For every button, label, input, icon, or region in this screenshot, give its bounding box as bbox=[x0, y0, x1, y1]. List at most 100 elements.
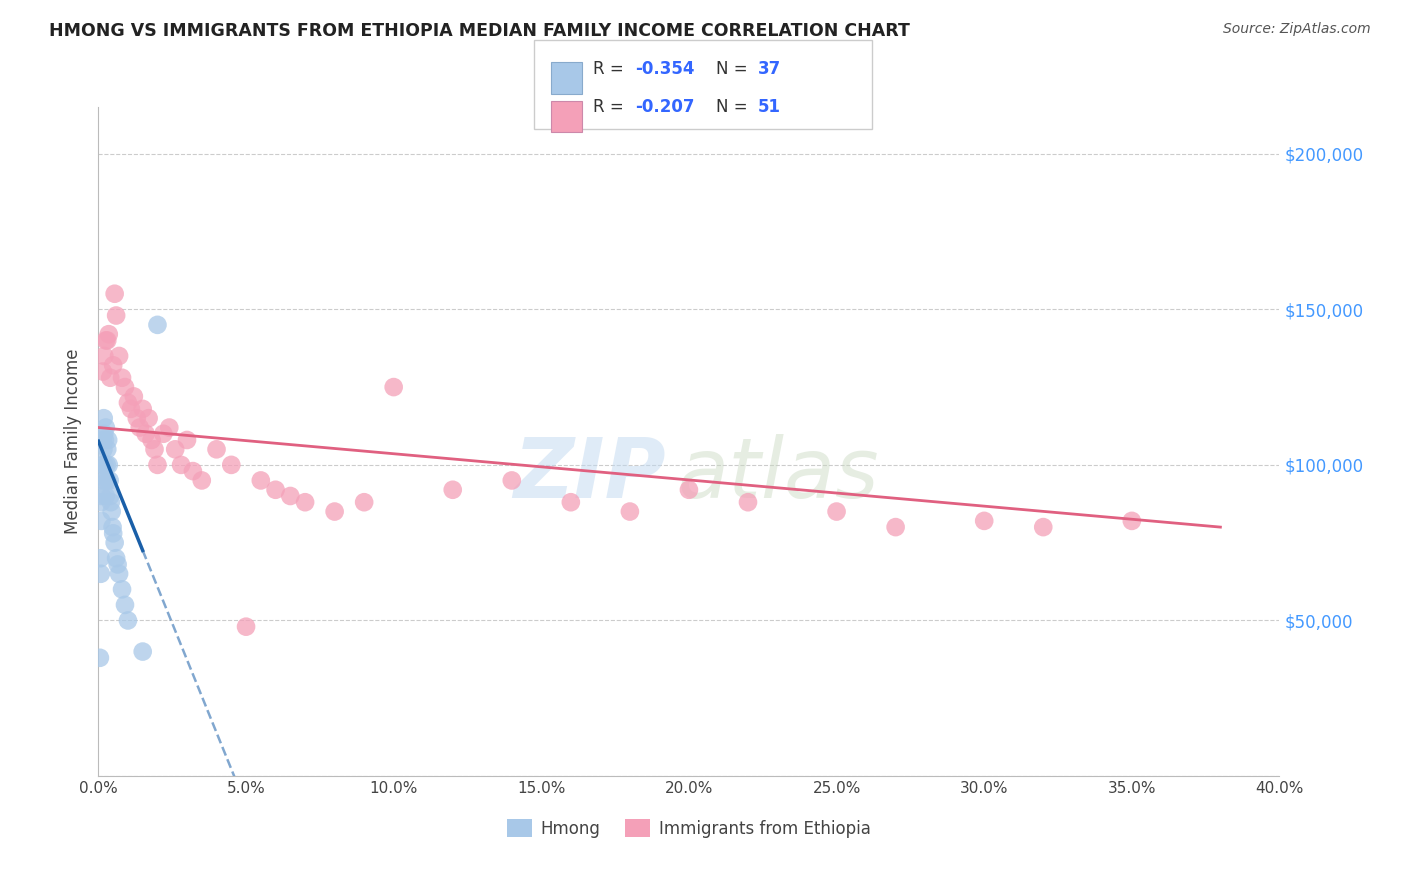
Point bbox=[98, 489, 121, 503]
Point bbox=[280, 489, 302, 503]
Point bbox=[98, 474, 121, 488]
Point bbox=[1032, 520, 1054, 534]
Text: ZIP: ZIP bbox=[513, 434, 665, 516]
Point bbox=[353, 495, 375, 509]
Point bbox=[122, 389, 145, 403]
Point bbox=[89, 551, 111, 566]
Point bbox=[825, 504, 848, 518]
Point bbox=[135, 426, 157, 441]
Point bbox=[97, 327, 120, 342]
Point bbox=[91, 365, 114, 379]
Point bbox=[132, 401, 155, 416]
Point bbox=[117, 395, 139, 409]
Point bbox=[884, 520, 907, 534]
Text: -0.354: -0.354 bbox=[636, 60, 695, 78]
Point bbox=[91, 474, 114, 488]
Point bbox=[117, 614, 139, 628]
Point bbox=[125, 411, 148, 425]
Point bbox=[737, 495, 759, 509]
Point bbox=[170, 458, 193, 472]
Point bbox=[114, 380, 136, 394]
Point bbox=[108, 349, 131, 363]
Point bbox=[96, 442, 118, 457]
Point bbox=[176, 433, 198, 447]
Text: R =: R = bbox=[593, 98, 630, 116]
Point bbox=[138, 411, 160, 425]
Point bbox=[93, 411, 115, 425]
Point bbox=[101, 520, 124, 534]
Text: 51: 51 bbox=[758, 98, 780, 116]
Text: Source: ZipAtlas.com: Source: ZipAtlas.com bbox=[1223, 22, 1371, 37]
Point bbox=[678, 483, 700, 497]
Point bbox=[560, 495, 582, 509]
Text: R =: R = bbox=[593, 60, 630, 78]
Point bbox=[93, 349, 115, 363]
Text: 37: 37 bbox=[758, 60, 782, 78]
Point bbox=[91, 489, 114, 503]
Point bbox=[221, 458, 243, 472]
Point bbox=[93, 442, 115, 457]
Point bbox=[294, 495, 316, 509]
Point bbox=[157, 420, 180, 434]
Point bbox=[94, 474, 117, 488]
Point bbox=[120, 401, 142, 416]
Point bbox=[94, 334, 117, 348]
Point bbox=[141, 433, 163, 447]
Point bbox=[973, 514, 995, 528]
Point bbox=[105, 309, 128, 323]
Text: N =: N = bbox=[716, 60, 752, 78]
Point bbox=[91, 458, 114, 472]
Text: -0.207: -0.207 bbox=[636, 98, 695, 116]
Y-axis label: Median Family Income: Median Family Income bbox=[65, 349, 83, 534]
Point bbox=[90, 566, 112, 581]
Point bbox=[93, 426, 115, 441]
Point bbox=[441, 483, 464, 497]
Point bbox=[205, 442, 228, 457]
Point bbox=[93, 458, 115, 472]
Text: N =: N = bbox=[716, 98, 752, 116]
Point bbox=[501, 474, 523, 488]
Point bbox=[128, 420, 150, 434]
Point bbox=[97, 433, 120, 447]
Point bbox=[250, 474, 273, 488]
Point bbox=[323, 504, 346, 518]
Text: HMONG VS IMMIGRANTS FROM ETHIOPIA MEDIAN FAMILY INCOME CORRELATION CHART: HMONG VS IMMIGRANTS FROM ETHIOPIA MEDIAN… bbox=[49, 22, 910, 40]
Point bbox=[89, 650, 111, 665]
Point bbox=[103, 359, 125, 373]
Point bbox=[146, 458, 169, 472]
Point bbox=[1121, 514, 1143, 528]
Point bbox=[143, 442, 166, 457]
Point bbox=[132, 644, 155, 658]
Point bbox=[96, 458, 118, 472]
Point bbox=[104, 286, 127, 301]
Point bbox=[100, 504, 122, 518]
Point bbox=[235, 620, 257, 634]
Point bbox=[96, 474, 118, 488]
Legend: Hmong, Immigrants from Ethiopia: Hmong, Immigrants from Ethiopia bbox=[501, 813, 877, 845]
Point bbox=[165, 442, 187, 457]
Point bbox=[146, 318, 169, 332]
Point bbox=[107, 558, 129, 572]
Point bbox=[181, 464, 204, 478]
Point bbox=[94, 489, 117, 503]
Point bbox=[97, 458, 120, 472]
Point bbox=[264, 483, 287, 497]
Point bbox=[111, 370, 134, 384]
Point bbox=[90, 514, 112, 528]
Point bbox=[103, 526, 125, 541]
Point bbox=[111, 582, 134, 597]
Point bbox=[104, 535, 127, 549]
Point bbox=[152, 426, 174, 441]
Point bbox=[105, 551, 128, 566]
Point bbox=[98, 370, 121, 384]
Point bbox=[96, 334, 118, 348]
Point bbox=[94, 420, 117, 434]
Point bbox=[90, 495, 112, 509]
Point bbox=[94, 433, 117, 447]
Text: atlas: atlas bbox=[678, 434, 879, 516]
Point bbox=[100, 495, 122, 509]
Point bbox=[191, 474, 214, 488]
Point bbox=[382, 380, 405, 394]
Point bbox=[114, 598, 136, 612]
Point bbox=[619, 504, 641, 518]
